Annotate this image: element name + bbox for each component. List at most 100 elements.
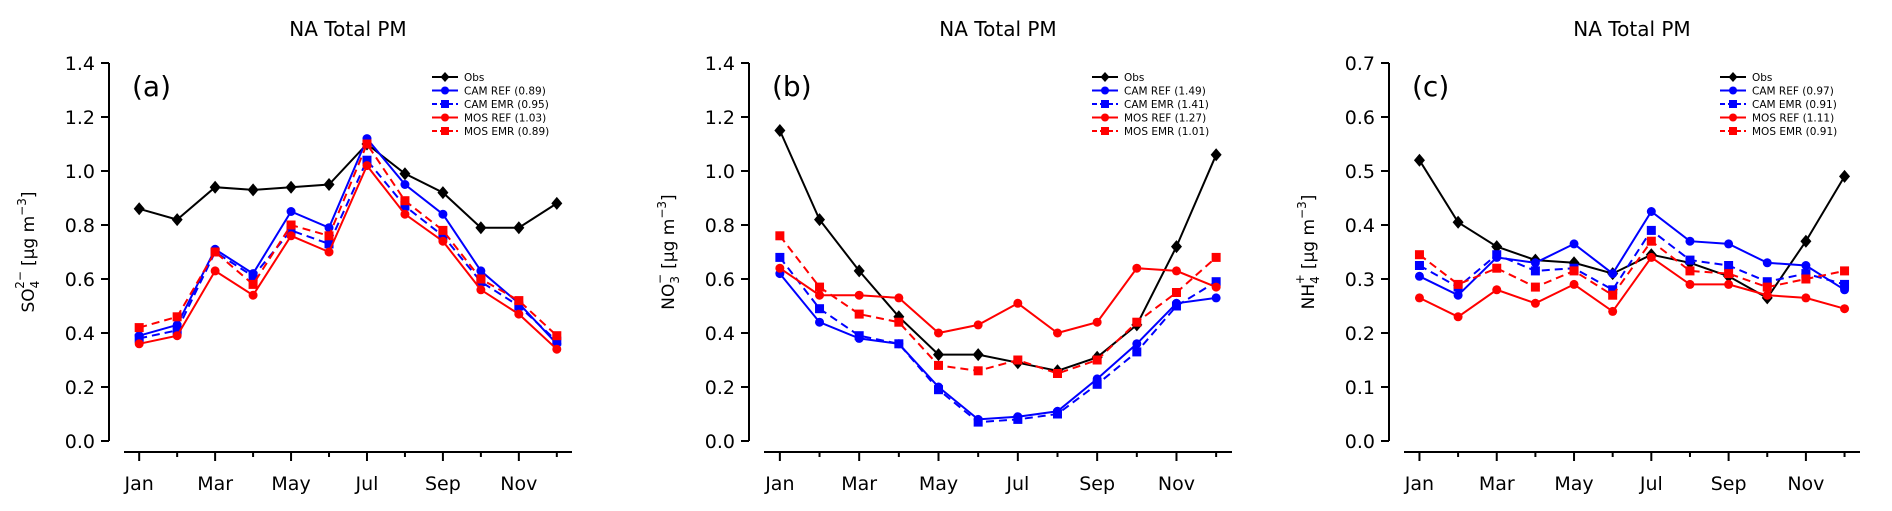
data-point (815, 304, 825, 314)
data-point (1092, 317, 1102, 327)
data-point (514, 309, 524, 319)
legend-marker (1729, 86, 1737, 95)
data-point (1171, 266, 1181, 276)
data-point (1801, 274, 1811, 284)
data-point (1685, 266, 1695, 276)
data-point (1530, 298, 1540, 308)
legend-label: MOS REF (1.03) (464, 113, 546, 125)
y-axis-label-base: NO (659, 284, 679, 310)
series-cam-ref (1414, 207, 1850, 300)
data-point (1414, 261, 1424, 270)
data-point (1685, 255, 1695, 265)
data-point (247, 183, 259, 197)
data-point (1453, 290, 1463, 300)
data-point (1762, 290, 1772, 300)
data-point (1646, 236, 1656, 246)
legend-label: CAM EMR (1.41) (1124, 99, 1209, 111)
data-point (1724, 239, 1734, 249)
data-point (514, 296, 524, 306)
series-line (1418, 239, 1845, 297)
x-tick-label: Jul (1639, 473, 1663, 495)
series-line (138, 142, 558, 229)
y-tick-label: 0.7 (1345, 53, 1375, 75)
data-point (552, 331, 562, 341)
data-point (1530, 282, 1540, 292)
data-point (552, 344, 562, 354)
series-cam-ref (134, 134, 562, 349)
legend-marker (1729, 113, 1737, 122)
legend-label: MOS EMR (0.89) (464, 126, 549, 138)
chart-title: NA Total PM (939, 17, 1056, 41)
data-point (437, 186, 449, 200)
series-mos-emr (134, 139, 562, 341)
data-point (934, 360, 944, 370)
series-obs (1413, 153, 1851, 305)
data-point (323, 178, 335, 191)
data-point (134, 333, 144, 343)
data-point (1211, 293, 1221, 303)
y-axis-label-units_sup: −3 (15, 198, 29, 216)
data-point (1724, 261, 1734, 270)
data-point (248, 290, 258, 300)
data-point (171, 213, 183, 227)
data-point (513, 221, 525, 235)
legend-marker (1101, 113, 1109, 122)
y-tick-label: 0.1 (1345, 377, 1375, 399)
data-point (1646, 252, 1656, 262)
y-tick-label: 0.6 (705, 269, 735, 291)
data-point (1171, 301, 1181, 311)
y-tick-label: 0.0 (705, 431, 735, 453)
data-point (551, 196, 563, 210)
data-point (1569, 266, 1579, 276)
y-tick-label: 0.3 (1345, 269, 1375, 291)
series-mos-ref (775, 263, 1221, 338)
data-point (775, 263, 785, 273)
series-line (138, 141, 558, 337)
y-tick-label: 0.0 (1345, 431, 1375, 453)
panel-label: (c) (1412, 70, 1449, 103)
data-point (1762, 258, 1772, 268)
data-point (894, 339, 904, 349)
data-point (514, 301, 524, 311)
data-point (1132, 263, 1142, 273)
x-tick-label: Jan (1404, 473, 1434, 495)
data-point (324, 223, 334, 233)
x-tick-label: Sep (425, 473, 461, 495)
series-line (138, 136, 558, 345)
y-axis-label-base: SO (19, 288, 39, 312)
legend-label: MOS REF (1.27) (1124, 113, 1206, 125)
x-tick-label: Sep (1711, 473, 1747, 495)
x-tick-label: Jul (1005, 473, 1029, 495)
data-point (1453, 312, 1463, 322)
legend-marker (1100, 72, 1110, 82)
y-axis-label-units: [μg m (659, 219, 679, 269)
data-point (1685, 279, 1695, 289)
data-point (814, 213, 826, 227)
legend: Obs CAM REF (0.97)CAM EMR (0.91) MOS REF (… (1720, 72, 1837, 138)
data-point (1052, 409, 1062, 419)
data-point (476, 266, 486, 276)
data-point (1210, 148, 1222, 162)
series-line (1418, 159, 1846, 300)
data-point (286, 231, 296, 241)
series-line (138, 163, 558, 350)
data-point (248, 271, 258, 281)
data-point (1762, 277, 1772, 287)
legend-label: Obs (1124, 72, 1144, 84)
legend-label: MOS EMR (0.91) (1752, 126, 1837, 138)
data-point (1013, 414, 1023, 424)
y-axis-label-units_sup: −3 (1295, 201, 1309, 219)
data-point (1569, 279, 1579, 289)
y-axis-label: NH4+ [μg m−3] (1293, 195, 1322, 310)
data-point (854, 309, 864, 319)
data-point (1491, 240, 1503, 254)
data-point (894, 293, 904, 303)
data-point (1132, 347, 1142, 357)
data-point (853, 264, 865, 278)
data-point (1492, 285, 1502, 295)
panel-label: (b) (772, 70, 812, 103)
legend-marker (441, 127, 449, 135)
data-point (1492, 263, 1502, 273)
data-point (1762, 282, 1772, 292)
